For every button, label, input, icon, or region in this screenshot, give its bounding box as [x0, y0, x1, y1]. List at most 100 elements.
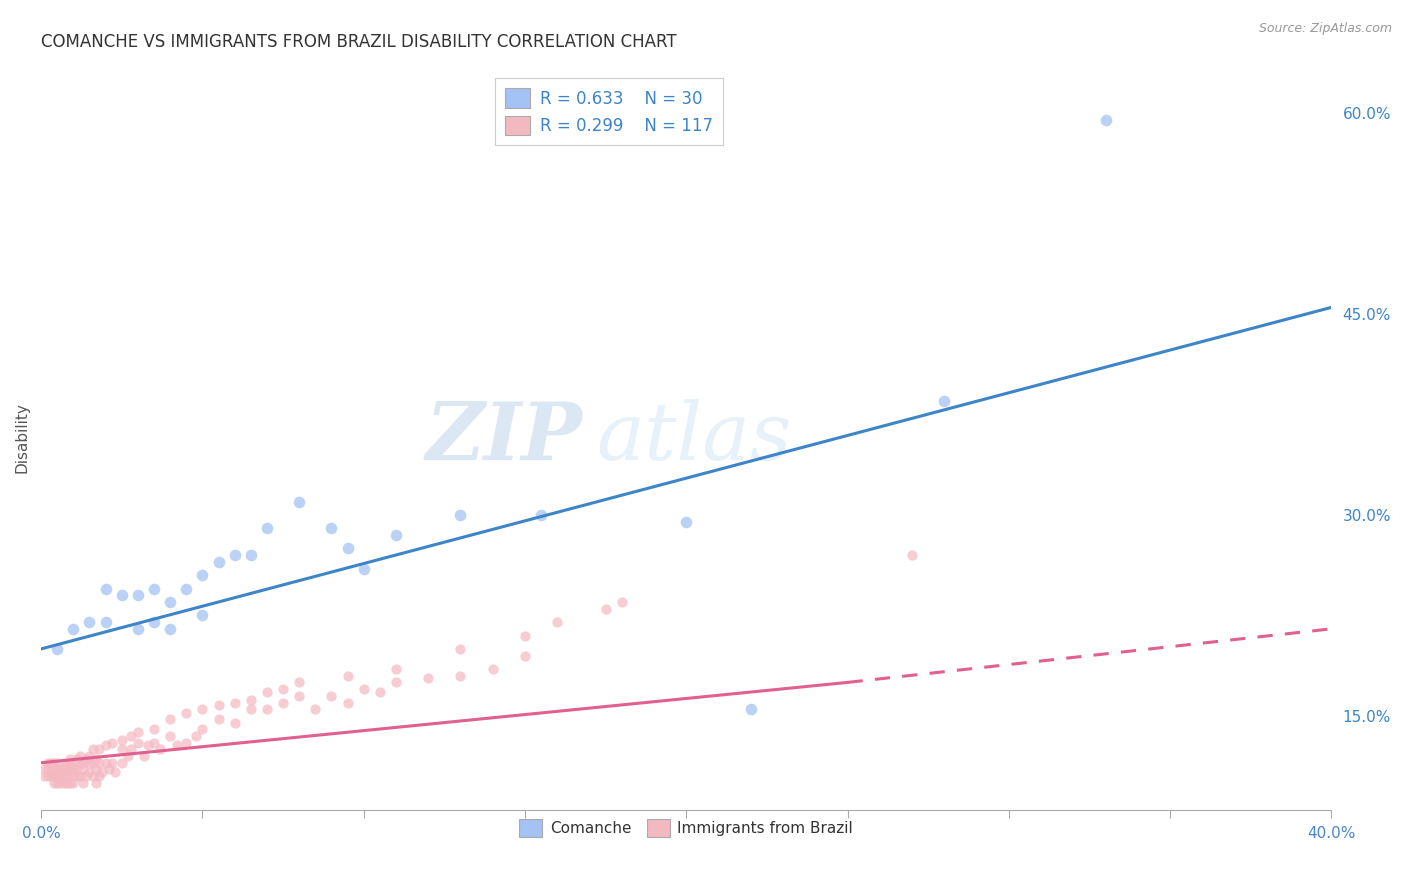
- Point: [174, 582, 197, 596]
- Point: [143, 615, 166, 629]
- Point: [82, 769, 104, 783]
- Point: [304, 702, 326, 716]
- Point: [42, 769, 65, 783]
- Point: [46, 769, 69, 783]
- Point: [136, 739, 159, 753]
- Text: Source: ZipAtlas.com: Source: ZipAtlas.com: [1258, 22, 1392, 36]
- Point: [65, 769, 87, 783]
- Point: [385, 675, 408, 690]
- Point: [49, 763, 72, 777]
- Point: [59, 752, 82, 766]
- Point: [191, 608, 214, 623]
- Point: [546, 615, 568, 629]
- Point: [288, 494, 311, 508]
- Point: [104, 765, 127, 780]
- Point: [134, 749, 156, 764]
- Point: [52, 769, 75, 783]
- Point: [127, 588, 149, 602]
- Point: [79, 749, 101, 764]
- Point: [321, 521, 343, 535]
- Point: [82, 756, 104, 770]
- Point: [159, 729, 181, 743]
- Point: [149, 742, 172, 756]
- Point: [595, 601, 617, 615]
- Point: [385, 528, 408, 542]
- Point: [39, 765, 62, 780]
- Point: [159, 595, 181, 609]
- Point: [39, 756, 62, 770]
- Y-axis label: Disability: Disability: [15, 402, 30, 474]
- Point: [207, 712, 229, 726]
- Point: [610, 595, 633, 609]
- Point: [34, 763, 56, 777]
- Point: [94, 615, 117, 629]
- Point: [62, 769, 84, 783]
- Point: [62, 763, 84, 777]
- Point: [336, 669, 359, 683]
- Point: [37, 756, 59, 770]
- Point: [84, 776, 107, 790]
- Point: [97, 763, 120, 777]
- Point: [224, 696, 246, 710]
- Point: [72, 756, 94, 770]
- Point: [49, 769, 72, 783]
- Point: [449, 508, 471, 522]
- Text: COMANCHE VS IMMIGRANTS FROM BRAZIL DISABILITY CORRELATION CHART: COMANCHE VS IMMIGRANTS FROM BRAZIL DISAB…: [41, 33, 676, 51]
- Point: [159, 622, 181, 636]
- Point: [127, 622, 149, 636]
- Point: [336, 696, 359, 710]
- Point: [256, 521, 278, 535]
- Point: [256, 702, 278, 716]
- Point: [174, 706, 197, 721]
- Point: [111, 742, 134, 756]
- Point: [59, 776, 82, 790]
- Point: [79, 765, 101, 780]
- Point: [353, 561, 375, 575]
- Point: [37, 763, 59, 777]
- Point: [89, 742, 111, 756]
- Point: [143, 736, 166, 750]
- Point: [513, 648, 536, 663]
- Point: [120, 729, 142, 743]
- Point: [49, 763, 72, 777]
- Point: [56, 769, 79, 783]
- Point: [65, 763, 87, 777]
- Point: [56, 776, 79, 790]
- Point: [101, 736, 124, 750]
- Point: [75, 752, 97, 766]
- Point: [449, 641, 471, 656]
- Point: [111, 756, 134, 770]
- Point: [120, 742, 142, 756]
- Point: [353, 682, 375, 697]
- Point: [336, 541, 359, 556]
- Point: [69, 749, 91, 764]
- Point: [69, 756, 91, 770]
- Legend: Comanche, Immigrants from Brazil: Comanche, Immigrants from Brazil: [513, 813, 859, 843]
- Point: [65, 752, 87, 766]
- Point: [59, 765, 82, 780]
- Point: [62, 760, 84, 774]
- Point: [191, 702, 214, 716]
- Point: [56, 763, 79, 777]
- Point: [934, 394, 956, 409]
- Point: [42, 776, 65, 790]
- Point: [321, 689, 343, 703]
- Point: [91, 765, 114, 780]
- Point: [72, 776, 94, 790]
- Point: [49, 776, 72, 790]
- Point: [37, 769, 59, 783]
- Point: [39, 769, 62, 783]
- Point: [224, 548, 246, 562]
- Point: [79, 615, 101, 629]
- Point: [184, 729, 207, 743]
- Point: [52, 763, 75, 777]
- Point: [82, 742, 104, 756]
- Point: [271, 682, 294, 697]
- Point: [59, 756, 82, 770]
- Point: [224, 715, 246, 730]
- Point: [191, 723, 214, 737]
- Point: [239, 693, 262, 707]
- Point: [675, 515, 697, 529]
- Point: [901, 548, 924, 562]
- Point: [111, 588, 134, 602]
